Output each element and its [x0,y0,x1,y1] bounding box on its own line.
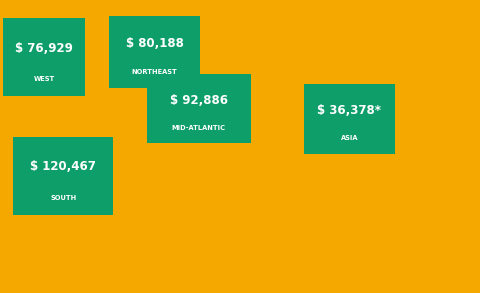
Text: $ 92,886: $ 92,886 [169,94,228,107]
FancyBboxPatch shape [3,18,85,96]
Text: $ 36,378*: $ 36,378* [317,104,381,117]
Text: WEST: WEST [34,76,55,82]
Polygon shape [68,137,98,146]
FancyBboxPatch shape [147,74,251,144]
FancyBboxPatch shape [109,16,200,88]
Text: ASIA: ASIA [341,135,358,141]
Text: NORTHEAST: NORTHEAST [132,69,178,75]
FancyBboxPatch shape [13,137,113,215]
Text: $ 80,188: $ 80,188 [126,37,184,50]
Text: MID-ATLANTIC: MID-ATLANTIC [172,125,226,131]
Text: $ 120,467: $ 120,467 [30,160,96,173]
Polygon shape [318,84,353,109]
Text: SOUTH: SOUTH [50,195,76,201]
Text: $ 76,929: $ 76,929 [15,42,73,54]
FancyBboxPatch shape [304,84,395,154]
